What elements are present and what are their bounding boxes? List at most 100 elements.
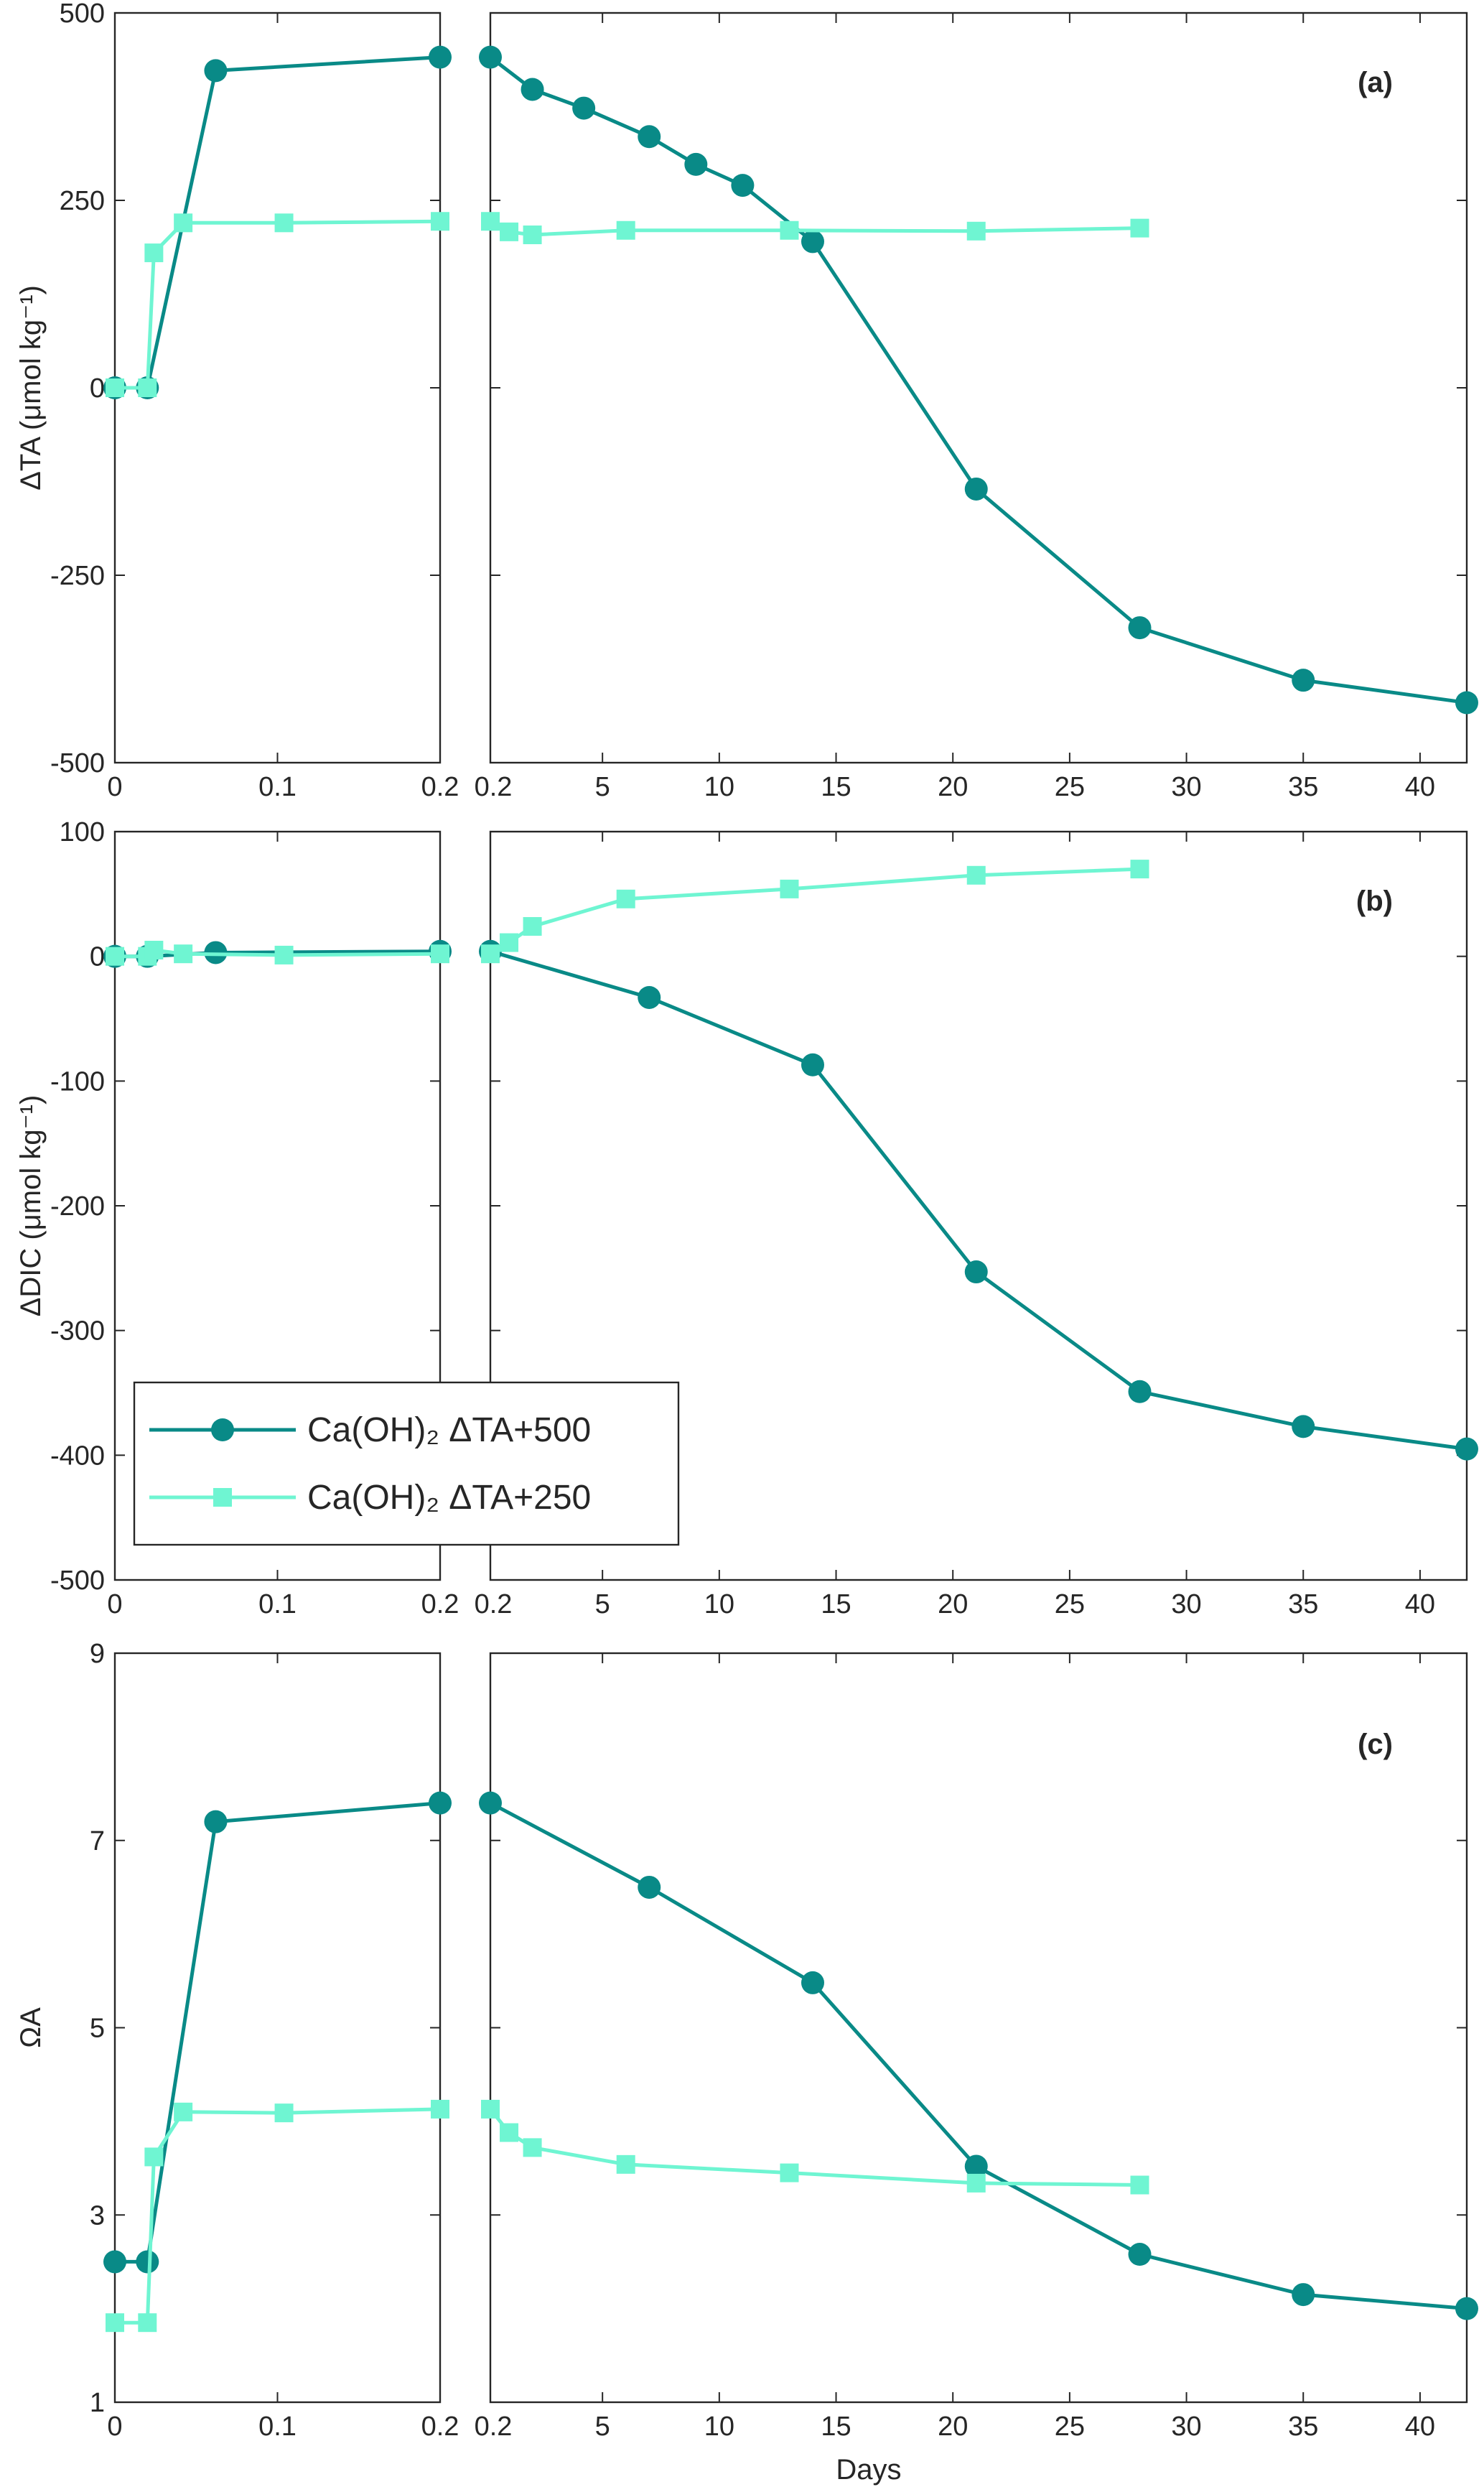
data-point-circle (964, 2154, 988, 2178)
x-tick-label: 0 (107, 772, 122, 802)
data-point-circle (638, 1875, 661, 1899)
y-tick-label: 7 (90, 1826, 105, 1856)
series-line-circle (489, 55, 1467, 705)
data-point-square (616, 220, 635, 240)
y-tick-label: -500 (50, 1566, 105, 1596)
panel-tag: (c) (1358, 1729, 1393, 1760)
data-point-square (966, 2173, 986, 2193)
data-point-square (780, 2163, 799, 2182)
data-point-square (1130, 218, 1149, 238)
data-point-circle (479, 45, 502, 69)
y-tick-label: 250 (60, 186, 105, 216)
data-point-square (780, 879, 799, 898)
x-tick-label: 5 (595, 1589, 610, 1619)
y-tick-label: -250 (50, 561, 105, 591)
x-tick-label: 10 (704, 1589, 734, 1619)
x-tick-label: 0 (107, 1589, 122, 1619)
legend-marker-circle (211, 1418, 234, 1441)
legend: Ca(OH)₂ ΔTA+500 Ca(OH)₂ ΔTA+250 (133, 1381, 680, 1546)
data-point-square (500, 222, 519, 241)
data-point-square (523, 226, 542, 245)
data-point-square (966, 221, 986, 241)
data-point-square (523, 2138, 542, 2157)
x-tick-label: 20 (938, 2412, 968, 2442)
y-axis-label: ΔDIC (μmol kg⁻¹) (15, 1095, 47, 1317)
data-point-circle (1455, 691, 1478, 715)
data-point-square (481, 944, 500, 964)
data-point-circle (801, 1053, 824, 1077)
y-tick-label: -300 (50, 1316, 105, 1347)
y-tick-label: 500 (60, 0, 105, 29)
x-tick-label: 0 (107, 2412, 122, 2442)
panel-tag: (a) (1358, 67, 1393, 98)
x-tick-label: 0.2 (421, 772, 459, 802)
data-point-square (481, 2099, 500, 2119)
legend-marker-square (213, 1488, 232, 1507)
data-point-square (431, 944, 449, 964)
y-tick-label: 100 (60, 817, 105, 847)
data-point-circle (103, 2250, 126, 2274)
x-tick-label: 10 (704, 2412, 734, 2442)
y-tick-label: -200 (50, 1191, 105, 1222)
data-point-square (780, 220, 799, 240)
axes-frame-right (489, 11, 1468, 764)
x-tick-label: 30 (1171, 772, 1201, 802)
data-point-square (174, 944, 193, 964)
data-point-circle (801, 230, 824, 254)
data-point-square (138, 378, 157, 397)
series-line-circle (490, 949, 1467, 1451)
x-tick-label: 30 (1171, 1589, 1201, 1619)
x-tick-label: 15 (821, 772, 851, 802)
data-point-circle (964, 1260, 988, 1284)
x-tick-label: 25 (1055, 1589, 1085, 1619)
x-tick-label: 35 (1288, 1589, 1318, 1619)
y-tick-label: 1 (90, 2388, 105, 2418)
y-tick-label: 0 (90, 942, 105, 972)
y-tick-label: -400 (50, 1441, 105, 1471)
data-point-circle (204, 1810, 228, 1833)
x-tick-label: 15 (821, 2412, 851, 2442)
data-point-square (144, 940, 164, 959)
y-tick-label: 9 (90, 1639, 105, 1669)
data-point-circle (1455, 2297, 1478, 2320)
x-tick-label: 10 (704, 772, 734, 802)
data-point-square (1130, 2175, 1149, 2195)
data-point-circle (136, 2250, 159, 2274)
data-point-circle (1292, 1415, 1315, 1438)
data-point-square (106, 947, 124, 966)
y-tick-label: -100 (50, 1066, 105, 1097)
series-line-square (489, 867, 1140, 956)
x-tick-label: 0.1 (258, 2412, 297, 2442)
axes-frame-left (113, 11, 442, 764)
data-point-circle (1128, 1380, 1152, 1403)
x-tick-label: 20 (938, 772, 968, 802)
x-tick-label: 25 (1055, 2412, 1085, 2442)
x-tick-label: 25 (1055, 772, 1085, 802)
data-point-square (106, 378, 124, 397)
x-tick-label: 40 (1405, 1589, 1435, 1619)
data-point-circle (572, 96, 596, 120)
x-tick-label: 0.2 (421, 2412, 459, 2442)
x-tick-label: 40 (1405, 772, 1435, 802)
data-point-circle (429, 1791, 452, 1815)
data-point-circle (684, 152, 708, 176)
data-point-square (274, 2103, 294, 2123)
data-point-square (144, 2147, 164, 2167)
y-tick-label: 0 (90, 373, 105, 404)
x-tick-label: 20 (938, 1589, 968, 1619)
data-point-square (616, 2154, 635, 2174)
x-tick-label: 35 (1288, 772, 1318, 802)
data-point-square (523, 916, 542, 936)
data-point-circle (1292, 2283, 1315, 2307)
x-tick-label: 0.2 (475, 1589, 513, 1619)
panel-a: -500 -250 0 250 500 0 0.1 0.2 0.2 5 10 15 20 25 30 35 40… (15, 0, 1478, 802)
data-point-square (966, 865, 986, 885)
y-axis-label: ΩA (15, 2007, 47, 2048)
data-point-square (481, 212, 500, 231)
series-line-square (489, 2108, 1140, 2187)
data-point-circle (1128, 2243, 1152, 2266)
data-point-circle (1455, 1437, 1478, 1461)
data-point-square (274, 213, 294, 233)
